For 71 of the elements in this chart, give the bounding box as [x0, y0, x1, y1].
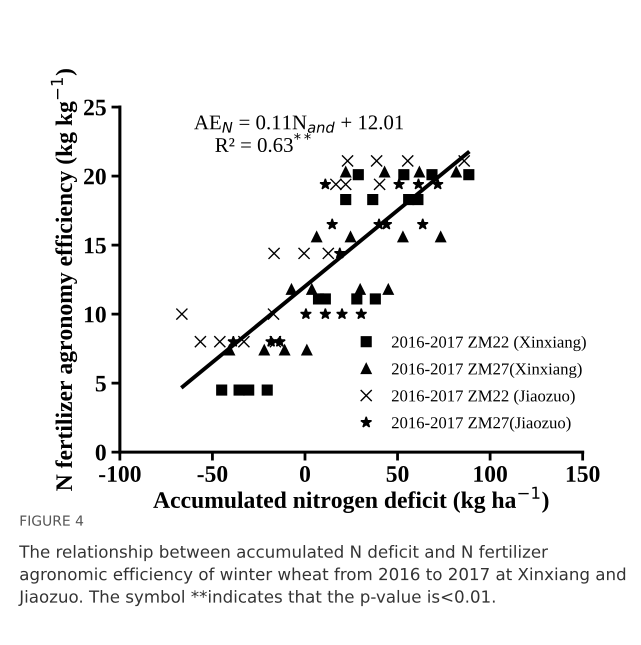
point [216, 384, 228, 396]
point [412, 178, 424, 190]
point [322, 247, 335, 260]
y-tick-label: 5 [96, 376, 106, 392]
point [416, 218, 429, 230]
point [373, 178, 386, 191]
x-tick-label: 50 [386, 466, 408, 482]
point [398, 169, 410, 180]
point [243, 384, 254, 396]
point [382, 284, 394, 295]
point [426, 169, 438, 180]
text: The relationship between accumulated N deficit and N fertilizer agronomic efficiency of winter wheat from 2016 to 2017 at Xinxiang and Jiaozuo. The symbol **indicates that the p-value is<0.01. [18, 545, 626, 606]
point [463, 169, 474, 180]
point [355, 308, 368, 320]
point [352, 169, 364, 180]
point [340, 194, 352, 206]
point [397, 231, 408, 242]
point [319, 178, 332, 190]
point [301, 344, 312, 356]
legend-label: 2016-2017 ZM27(Xinxiang) [392, 362, 582, 378]
point [214, 335, 226, 348]
legend-label: 2016-2017 ZM27(Jiaozuo) [392, 416, 571, 432]
point [401, 154, 414, 168]
point [414, 166, 425, 178]
point [319, 308, 332, 320]
x-tick-label: -50 [198, 466, 228, 482]
point [340, 166, 352, 178]
x-tick-label: 150 [566, 466, 600, 482]
point [367, 194, 378, 206]
point [341, 154, 354, 168]
point [258, 344, 270, 356]
x-axis-title: Accumulated nitrogen deficit (kg ha$^{−1}$) [153, 486, 548, 514]
point [336, 308, 348, 320]
point [262, 384, 273, 396]
point [306, 284, 318, 295]
point [194, 335, 207, 348]
point [274, 335, 286, 347]
point [300, 308, 312, 320]
annotation: AE$_{N}$ = 0.11N$_{and}$ + 12.01 [194, 115, 404, 133]
legend-label: 2016-2017 ZM22 (Jiaozuo) [392, 390, 575, 405]
point [298, 247, 310, 260]
point [326, 218, 338, 230]
point [238, 335, 250, 348]
y-tick-label: 20 [84, 168, 106, 185]
point [379, 166, 390, 178]
caption: FIGURE 4 [20, 515, 84, 526]
point [311, 231, 322, 242]
point [435, 231, 446, 242]
point [320, 293, 331, 304]
point [450, 166, 462, 178]
point [268, 247, 280, 260]
point [370, 154, 383, 168]
point [370, 293, 381, 304]
annotation: R² = 0.63$^{**}$ [215, 133, 311, 152]
point [458, 154, 470, 168]
x-tick-label: 100 [474, 466, 507, 482]
point [265, 335, 278, 347]
point [354, 284, 366, 295]
y-tick-label: 10 [84, 306, 106, 323]
point [176, 308, 188, 320]
point [393, 178, 406, 190]
y-tick-label: 15 [84, 238, 106, 254]
y-tick-label: 25 [84, 100, 106, 116]
point [279, 344, 290, 356]
y-axis-title: N fertilizer agronomy efficiency (kg kg$^{−1}$) [50, 69, 78, 491]
point [344, 231, 356, 242]
y-tick-label: 0 [96, 444, 106, 461]
point [351, 293, 362, 304]
x-tick-label: 0 [300, 466, 310, 482]
legend-label: 2016-2017 ZM22 (Xinxiang) [392, 336, 586, 352]
x-tick-label: -100 [99, 466, 141, 482]
